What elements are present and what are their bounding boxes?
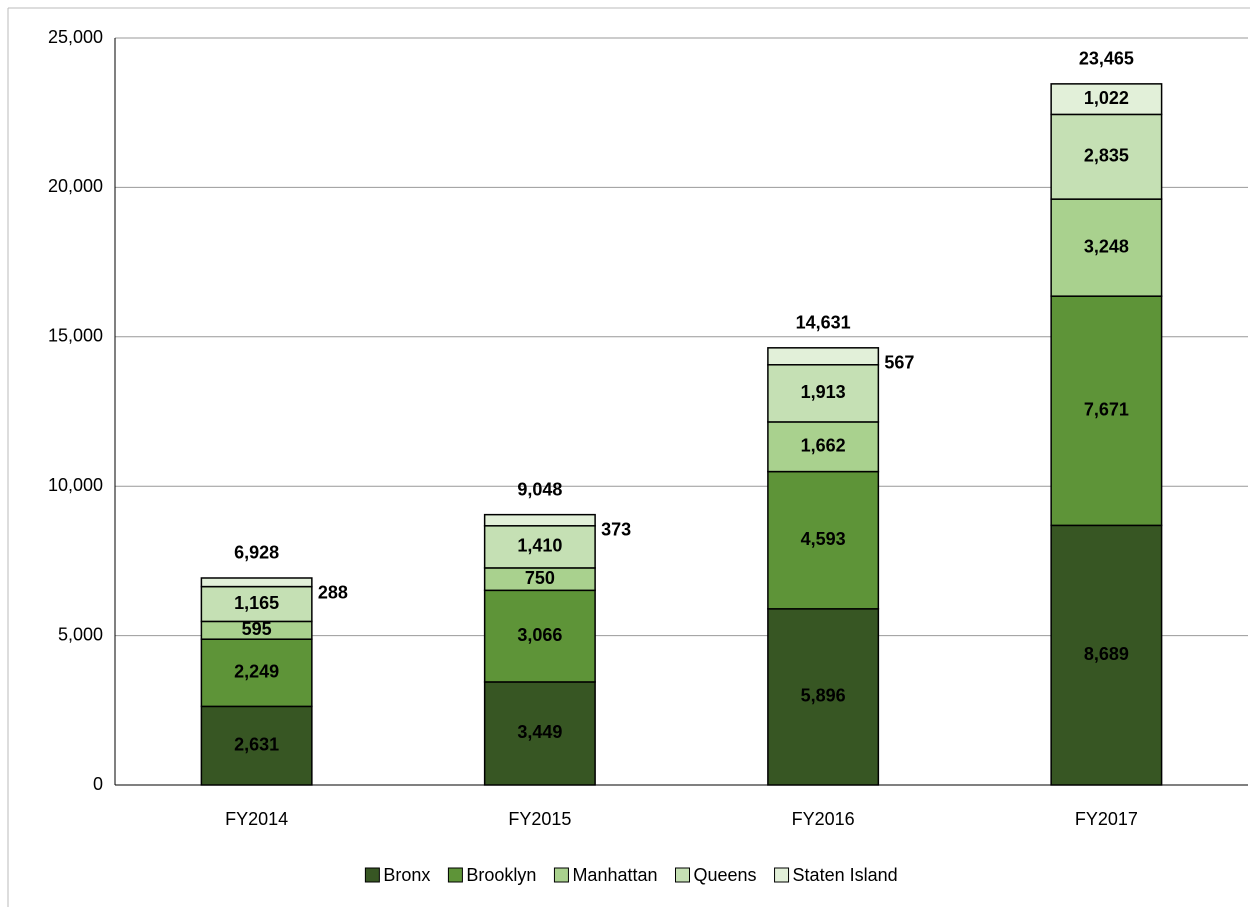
data-label: 2,835 — [1084, 146, 1129, 166]
data-label: 2,249 — [234, 662, 279, 682]
x-tick-label: FY2014 — [225, 809, 288, 829]
data-label: 373 — [601, 519, 631, 539]
legend-swatch — [675, 867, 690, 883]
data-label: 8,689 — [1084, 644, 1129, 664]
bar-segment — [200, 638, 313, 708]
x-tick-label: FY2017 — [1075, 809, 1138, 829]
x-tick-label: FY2015 — [508, 809, 571, 829]
data-label: 750 — [525, 568, 555, 588]
data-label: 1,662 — [801, 436, 846, 456]
data-label: 5,896 — [801, 686, 846, 706]
data-label: 4,593 — [801, 529, 846, 549]
legend-label: Staten Island — [793, 865, 898, 885]
bar-segment — [767, 421, 880, 473]
data-label: 3,449 — [517, 722, 562, 742]
x-tick-label: FY2016 — [792, 809, 855, 829]
total-label: 6,928 — [234, 543, 279, 563]
legend-swatch — [447, 867, 463, 883]
total-label: 23,465 — [1079, 49, 1134, 69]
data-label: 567 — [884, 353, 914, 373]
bar-segment — [1050, 524, 1163, 786]
bar-segment — [767, 470, 880, 610]
bar-segment — [483, 525, 596, 569]
bar-segment — [767, 608, 880, 786]
legend-swatch — [774, 867, 790, 883]
data-label: 3,066 — [517, 625, 562, 645]
data-label: 595 — [242, 619, 272, 639]
legend-swatch — [553, 867, 569, 883]
data-label: 1,410 — [517, 536, 562, 556]
legend-label: Queens — [694, 865, 757, 885]
bar-segment — [767, 364, 880, 423]
bar-segment — [1050, 83, 1163, 116]
y-tick-label: 10,000 — [48, 475, 103, 495]
legend-label: Manhattan — [572, 865, 657, 885]
y-tick-label: 20,000 — [48, 176, 103, 196]
data-label: 288 — [318, 583, 348, 603]
y-tick-label: 5,000 — [58, 624, 103, 644]
bar-segment — [483, 589, 596, 683]
legend-swatch — [364, 867, 380, 883]
total-label: 14,631 — [796, 313, 851, 333]
bar-segment — [200, 577, 313, 588]
data-label: 1,165 — [234, 593, 279, 613]
legend-label: Bronx — [383, 865, 430, 885]
legend-label: Brooklyn — [466, 865, 536, 885]
y-tick-label: 0 — [93, 774, 103, 794]
data-label: 1,913 — [801, 382, 846, 402]
y-tick-label: 25,000 — [48, 27, 103, 47]
y-tick-label: 15,000 — [48, 326, 103, 346]
data-label: 2,631 — [234, 734, 279, 754]
total-label: 9,048 — [517, 479, 562, 499]
bar-segment — [483, 513, 596, 527]
bar-segment — [767, 347, 880, 366]
bar-segment — [200, 705, 313, 786]
data-label: 3,248 — [1084, 236, 1129, 256]
data-label: 1,022 — [1084, 88, 1129, 108]
data-label: 7,671 — [1084, 400, 1129, 420]
